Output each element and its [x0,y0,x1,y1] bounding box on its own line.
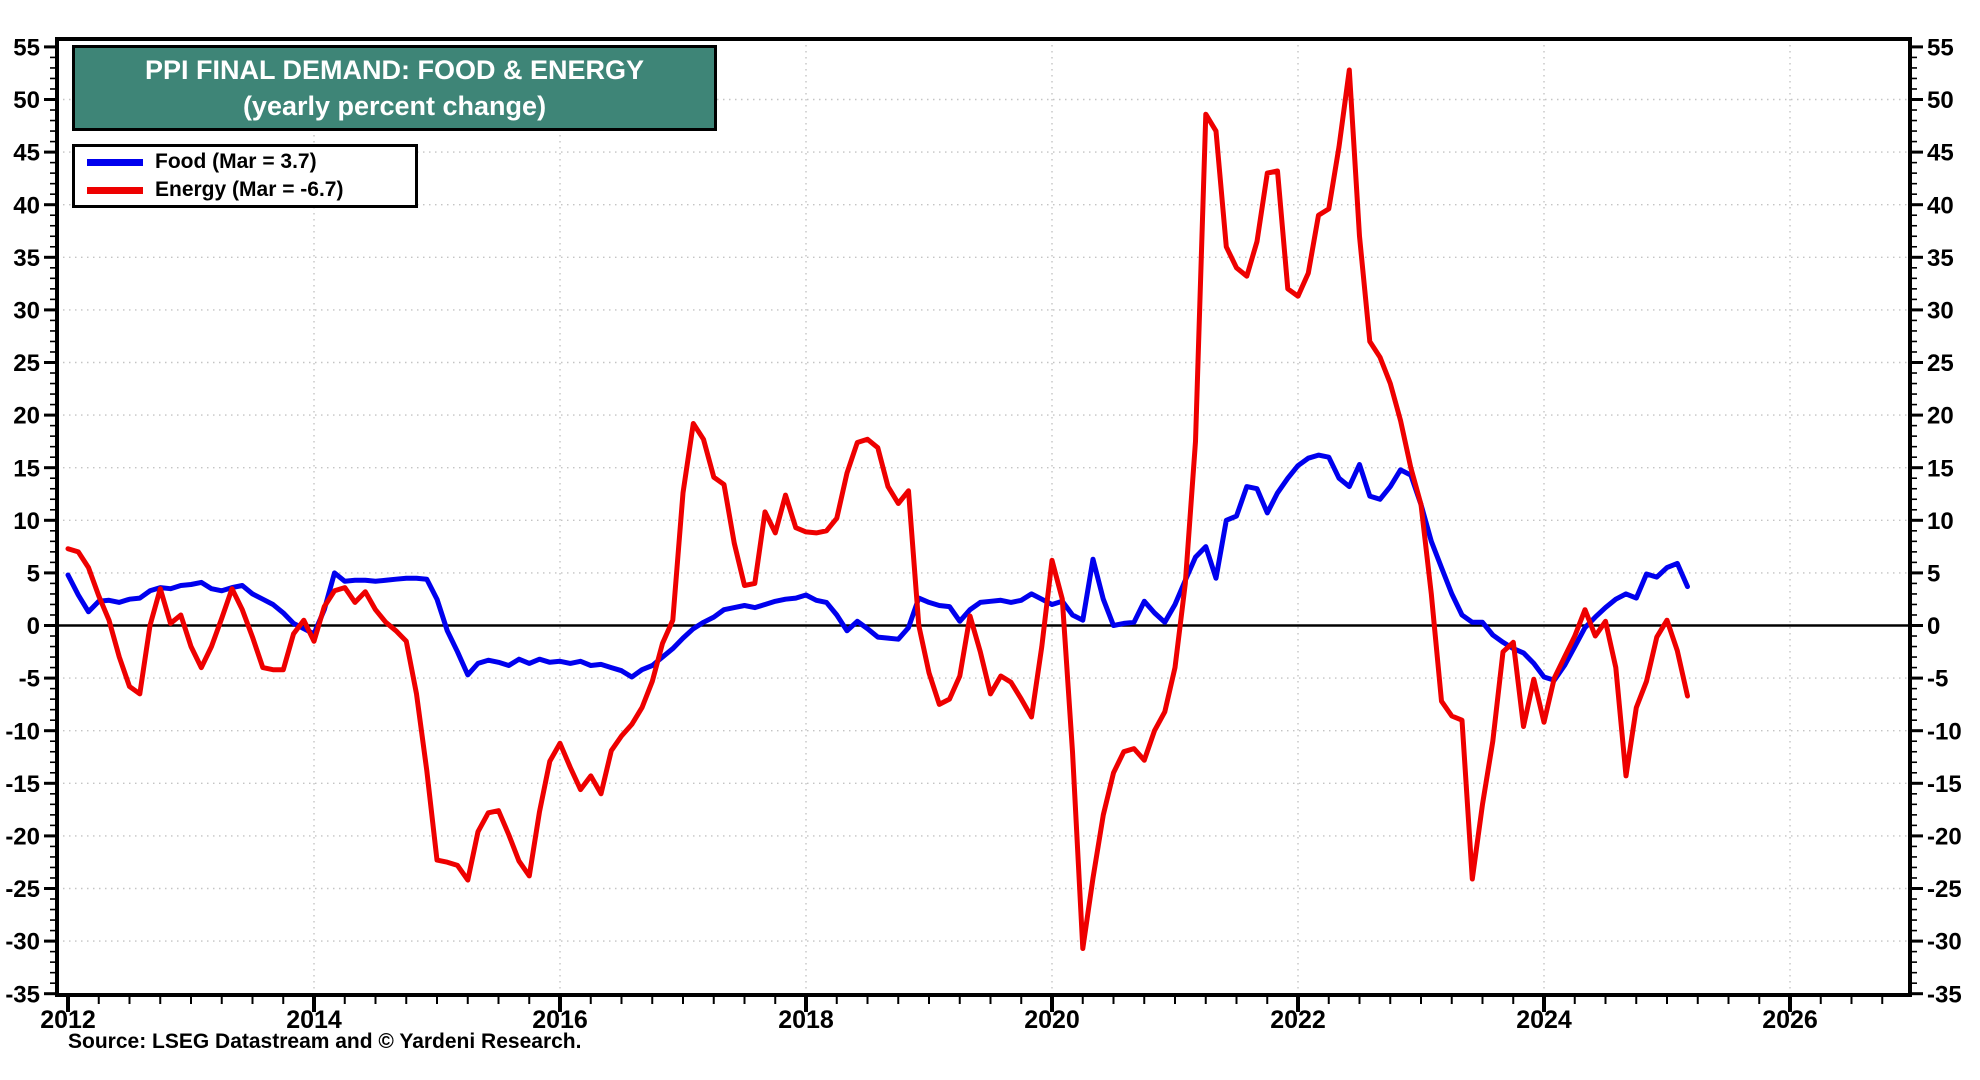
legend-label-energy: Energy (Mar = -6.7) [155,178,344,201]
y-axis-label-right: -5 [1927,666,1948,693]
legend-item-food: Food (Mar = 3.7) [87,150,415,174]
y-axis-label-right: 35 [1927,245,1954,272]
legend-label-food: Food (Mar = 3.7) [155,150,317,173]
chart-subtitle: (yearly percent change) [242,91,547,121]
y-axis-label-right: -10 [1927,718,1962,745]
y-axis-label-left: 15 [13,455,40,482]
chart-title: PPI FINAL DEMAND: FOOD & ENERGY [144,55,645,85]
energy-line [65,67,1690,951]
y-axis-label-right: 5 [1927,561,1940,588]
source-note: Source: LSEG Datastream and © Yardeni Re… [68,1030,582,1053]
y-axis-label-left: 20 [13,403,40,430]
y-axis-label-left: -15 [5,771,40,798]
y-axis-label-left: 30 [13,298,40,325]
y-axis-label-right: 15 [1927,455,1954,482]
y-axis-label-left: -5 [19,666,40,693]
x-axis-label: 2022 [1270,1006,1326,1034]
y-axis-label-right: -30 [1927,929,1962,956]
food-line [65,452,1690,683]
food-line-swatch [87,158,143,166]
x-axis-label: 2014 [286,1006,342,1034]
y-axis-label-left: 55 [13,35,40,62]
x-axis-label: 2024 [1516,1006,1572,1034]
x-axis-label: 2016 [532,1006,588,1034]
y-axis-label-right: 25 [1927,350,1954,377]
x-axis-label: 2012 [40,1006,96,1034]
y-axis-label-left: -20 [5,824,40,851]
y-axis-label-left: 0 [27,613,40,640]
y-axis-label-left: -10 [5,718,40,745]
energy-line-swatch [87,186,143,194]
y-axis-label-left: 10 [13,508,40,535]
y-axis-label-right: 50 [1927,87,1954,114]
y-axis-label-left: 50 [13,87,40,114]
y-axis-label-left: -25 [5,876,40,903]
y-axis-label-left: 5 [27,561,40,588]
chart-title-box: PPI FINAL DEMAND: FOOD & ENERGY (yearly … [72,45,717,131]
y-axis-label-right: -15 [1927,771,1962,798]
y-axis-label-left: -30 [5,929,40,956]
x-axis-label: 2018 [778,1006,834,1034]
x-axis-label: 2026 [1762,1006,1818,1034]
legend: Food (Mar = 3.7) Energy (Mar = -6.7) [72,144,418,208]
y-axis-label-left: 25 [13,350,40,377]
y-axis-label-right: 55 [1927,35,1954,62]
y-axis-label-left: -35 [5,981,40,1008]
y-axis-label-right: 30 [1927,298,1954,325]
y-axis-label-right: 10 [1927,508,1954,535]
y-axis-label-right: 0 [1927,613,1940,640]
legend-item-energy: Energy (Mar = -6.7) [87,178,415,202]
y-axis-label-right: -35 [1927,981,1962,1008]
y-axis-label-left: 40 [13,192,40,219]
y-axis-label-right: 45 [1927,140,1954,167]
y-axis-label-left: 35 [13,245,40,272]
y-axis-label-right: -20 [1927,824,1962,851]
y-axis-label-right: 40 [1927,192,1954,219]
plot-frame [55,37,1912,997]
y-axis-label-left: 45 [13,140,40,167]
x-axis-label: 2020 [1024,1006,1080,1034]
y-axis-label-right: -25 [1927,876,1962,903]
y-axis-label-right: 20 [1927,403,1954,430]
